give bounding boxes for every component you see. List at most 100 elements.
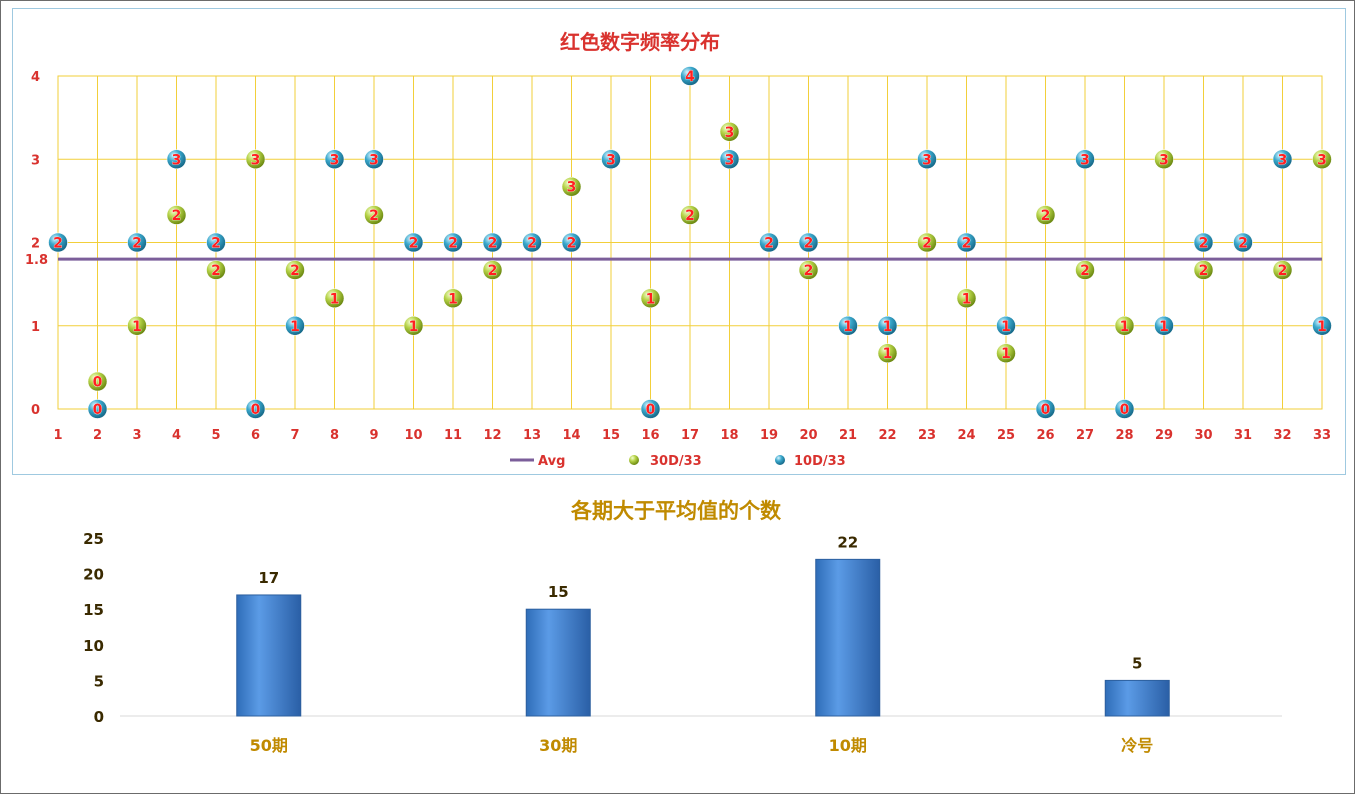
- point-10d-label: 2: [448, 236, 458, 252]
- point-30d-label: 2: [1041, 208, 1051, 224]
- point-30d-label: 2: [922, 236, 932, 252]
- scatter-x-axis: 1 2 3 4 5 6 7 8 9 10 11 12 13 14 15 16 17 18 19 20 21 22 23 24 2…: [53, 428, 1331, 443]
- point-10d-marker: [1075, 149, 1095, 169]
- point-30d-label: 0: [93, 375, 103, 391]
- legend-avg-label: Avg: [538, 454, 565, 469]
- point-10d-marker: [1114, 399, 1135, 419]
- point-10d-label: 1: [1317, 319, 1327, 335]
- point-30d-marker: [680, 205, 700, 225]
- bars: 17 50期 15 30期 22 10期 5 冷号: [236, 533, 1170, 755]
- bar-title: 各期大于平均值的个数: [570, 499, 782, 523]
- point-10d-marker: [443, 232, 463, 253]
- bar-y-tick-label: 25: [83, 530, 104, 548]
- point-10d-marker: [956, 232, 977, 253]
- point-10d-label: 2: [132, 236, 142, 252]
- scatter-points: 2 0 1 2 2 3 2 1 2 1 1 2 2 3 3 1 2 3 2 2 1 1 2 1 1 2 2 1 3 2 2 2 3 2 0 2 3 2 0 1…: [48, 66, 1332, 419]
- point-10d-marker: [206, 232, 226, 253]
- point-10d-label: 3: [725, 152, 735, 168]
- point-30d-label: 1: [448, 291, 458, 307]
- point-10d-label: 4: [685, 69, 695, 85]
- point-10d-marker: [1272, 149, 1293, 169]
- point-30d-label: 1: [883, 346, 893, 362]
- point-30d-marker: [1312, 149, 1332, 169]
- point-30d-label: 2: [172, 208, 182, 224]
- point-30d-marker: [1154, 149, 1174, 169]
- point-30d-marker: [364, 205, 384, 225]
- point-30d-marker: [482, 260, 503, 280]
- point-10d-label: 0: [93, 402, 103, 418]
- x-tick-label: 26: [1036, 428, 1054, 443]
- x-tick-label: 15: [602, 428, 620, 443]
- point-10d-label: 3: [922, 152, 932, 168]
- bar-value-label: 17: [258, 569, 279, 587]
- point-10d-label: 2: [211, 236, 221, 252]
- point-10d-marker: [245, 399, 266, 419]
- point-30d-marker: [798, 260, 819, 280]
- point-10d-marker: [996, 316, 1016, 336]
- point-30d-marker: [1075, 260, 1095, 280]
- point-30d-marker: [166, 205, 187, 225]
- point-30d-marker: [285, 260, 305, 280]
- x-tick-label: 33: [1313, 428, 1331, 443]
- legend-30d-swatch: [629, 455, 639, 465]
- point-10d-marker: [601, 149, 621, 169]
- point-30d-label: 1: [330, 291, 340, 307]
- point-10d-label: 3: [172, 152, 182, 168]
- point-10d-label: 1: [1159, 319, 1169, 335]
- x-tick-label: 22: [878, 428, 896, 443]
- point-10d-label: 2: [1238, 236, 1248, 252]
- point-30d-label: 2: [1199, 263, 1209, 279]
- avg-value-label: 1.8: [25, 253, 48, 268]
- point-30d-marker: [403, 316, 424, 336]
- point-10d-marker: [640, 399, 661, 419]
- point-10d-marker: [1154, 316, 1174, 336]
- point-30d-label: 3: [1317, 152, 1327, 168]
- point-30d-marker: [917, 232, 937, 253]
- x-tick-label: 18: [720, 428, 738, 443]
- scatter-panel-border: [12, 8, 1346, 475]
- point-10d-marker: [48, 232, 68, 253]
- point-10d-label: 2: [567, 236, 577, 252]
- x-tick-label: 29: [1155, 428, 1173, 443]
- x-tick-label: 28: [1115, 428, 1133, 443]
- point-10d-label: 3: [369, 152, 379, 168]
- bar: [236, 594, 302, 717]
- point-10d-marker: [482, 232, 503, 253]
- point-30d-marker: [1035, 205, 1056, 225]
- point-30d-label: 2: [369, 208, 379, 224]
- point-10d-marker: [1233, 232, 1253, 253]
- x-tick-label: 3: [132, 428, 141, 443]
- point-10d-marker: [917, 149, 937, 169]
- x-tick-label: 27: [1076, 428, 1094, 443]
- y-tick-label: 1: [31, 320, 40, 335]
- x-tick-label: 2: [93, 428, 102, 443]
- point-30d-label: 1: [646, 291, 656, 307]
- point-30d-marker: [87, 371, 108, 392]
- bar-category-label: 冷号: [1121, 736, 1153, 755]
- bar: [525, 608, 591, 717]
- x-tick-label: 12: [483, 428, 501, 443]
- bar: [1104, 679, 1170, 717]
- point-10d-label: 2: [488, 236, 498, 252]
- x-tick-label: 1: [53, 428, 62, 443]
- point-10d-label: 1: [843, 319, 853, 335]
- point-10d-label: 3: [606, 152, 616, 168]
- point-10d-marker: [127, 232, 147, 253]
- x-tick-label: 9: [369, 428, 378, 443]
- x-tick-label: 20: [799, 428, 817, 443]
- x-tick-label: 23: [918, 428, 936, 443]
- point-10d-marker: [561, 232, 582, 253]
- point-30d-label: 2: [488, 263, 498, 279]
- x-tick-label: 30: [1194, 428, 1212, 443]
- point-30d-label: 1: [1120, 319, 1130, 335]
- point-30d-label: 2: [685, 208, 695, 224]
- y-tick-label: 4: [31, 70, 40, 85]
- point-10d-marker: [1193, 232, 1214, 253]
- x-tick-label: 4: [172, 428, 181, 443]
- point-30d-marker: [443, 288, 463, 309]
- x-tick-label: 19: [760, 428, 778, 443]
- x-tick-label: 25: [997, 428, 1015, 443]
- point-10d-marker: [1312, 316, 1332, 336]
